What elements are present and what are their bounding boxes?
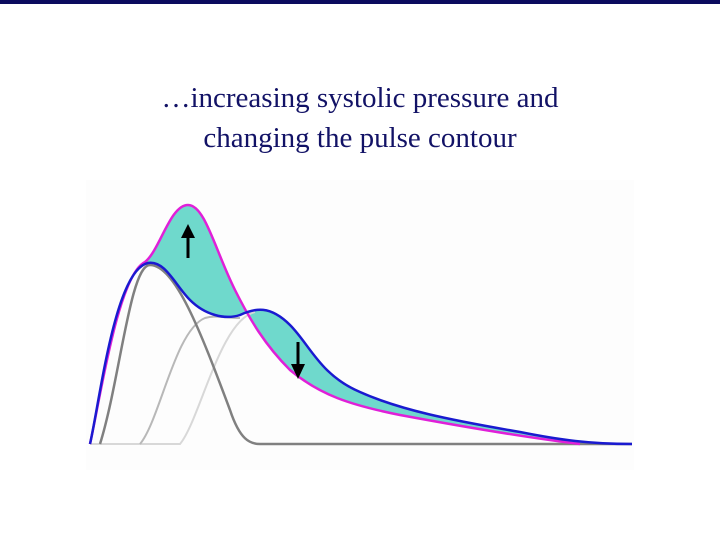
down-arrow (291, 342, 305, 379)
title-line: changing the pulse contour (203, 122, 517, 154)
title-line: …increasing systolic pressure and (161, 82, 559, 114)
light-gray-wave (90, 311, 256, 445)
slide-title: …increasing systolic pressure and changi… (0, 78, 720, 158)
up-arrow (181, 224, 195, 258)
top-bar (0, 0, 720, 4)
blue-curve (88, 261, 633, 446)
difference-area (90, 205, 632, 444)
dark-gray-wave (98, 263, 632, 446)
